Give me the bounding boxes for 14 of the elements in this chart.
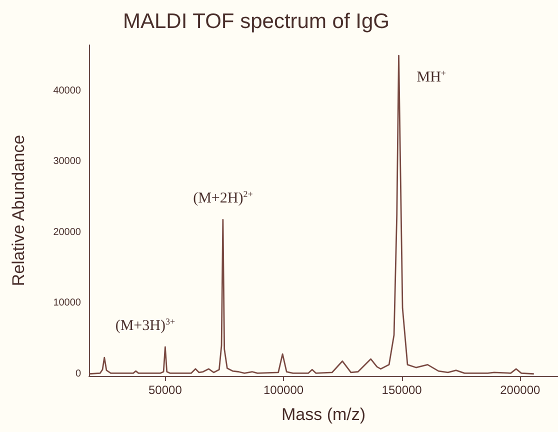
y-tick-label: 0 [75, 368, 82, 380]
x-axis-title: Mass (m/z) [281, 405, 366, 424]
annotation: MH+ [416, 68, 446, 86]
y-tick-label: 40000 [53, 85, 82, 96]
x-tick-label: 200000 [500, 383, 540, 397]
x-tick-label: 150000 [382, 383, 422, 397]
line-series [88, 54, 535, 375]
y-axis-title: Relative Abundance [9, 134, 28, 286]
chart-title: MALDI TOF spectrum of IgG [123, 10, 390, 33]
y-tick-label: 30000 [53, 156, 82, 168]
y-tick-label: 10000 [53, 298, 82, 309]
y-tick-label: 20000 [53, 226, 82, 238]
x-tick-label: 50000 [148, 383, 182, 397]
x-tick-label: 100000 [263, 383, 304, 397]
